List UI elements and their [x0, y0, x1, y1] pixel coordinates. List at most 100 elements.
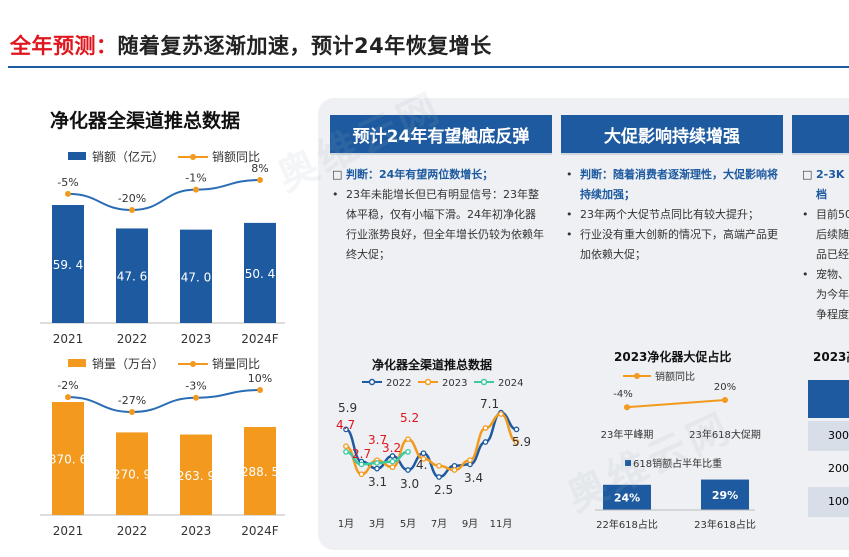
point-label: 3.0 — [400, 477, 419, 491]
column-header-2: 大促影响持续增强 — [561, 115, 783, 153]
line-2024-point — [405, 448, 411, 455]
line-2023-point — [482, 425, 489, 431]
page-title-accent: 全年预测： — [10, 34, 118, 58]
legend-label: 2022 — [386, 378, 411, 389]
yoy-point — [193, 186, 199, 193]
bullet-icon: • — [566, 228, 573, 241]
point-label: 3.4 — [464, 471, 483, 485]
bar-value-label: 47. 6 — [117, 270, 148, 284]
line-2022-point — [513, 426, 520, 433]
point-label: 4. — [416, 458, 427, 472]
legend-label-bar: 618销额占半年比重 — [633, 457, 722, 470]
x-tick-label: 2022 — [117, 332, 148, 346]
point-label: 3.2 — [382, 441, 401, 455]
line-value-label: -1% — [185, 172, 206, 185]
line-value-label: -27% — [118, 394, 146, 407]
point-label: 2.7 — [352, 447, 371, 461]
x-tick-label: 11月 — [490, 518, 513, 530]
x-tick-label: 7月 — [431, 518, 447, 530]
yoy-point — [129, 207, 135, 213]
column-1-judgement: 判断：24年有望两位数增长； — [346, 168, 494, 181]
x-tick-label: 2023 — [181, 524, 212, 538]
yoy-label: 20% — [714, 382, 736, 393]
bar — [244, 222, 276, 323]
bar — [244, 427, 276, 515]
bar-value-label: 270. 9 — [113, 468, 151, 482]
line-2023-point — [389, 464, 396, 471]
yoy-point — [257, 177, 263, 183]
legend-swatch-bar — [625, 460, 631, 466]
bullet-icon: • — [566, 208, 573, 221]
line-value-label: 8% — [251, 162, 268, 175]
bar — [180, 434, 212, 515]
line-2023-point — [498, 411, 504, 417]
point-label: 2.5 — [434, 483, 453, 497]
line-2023-point — [405, 436, 411, 443]
right-panel — [318, 98, 849, 550]
line-2023-point — [343, 443, 349, 450]
yoy-label: -4% — [613, 389, 632, 400]
x-tick-label: 23年618占比 — [694, 518, 756, 531]
line-2022-point — [374, 465, 380, 472]
line-2022-point — [436, 474, 442, 480]
bar — [52, 402, 84, 515]
line-2023-point — [436, 462, 442, 469]
bar-value-label: 29% — [712, 489, 738, 502]
yoy-line — [626, 399, 726, 409]
line-2022-point — [343, 426, 349, 433]
bar — [701, 479, 749, 510]
legend-marker-line — [634, 373, 640, 379]
x-tick-label: 5月 — [400, 518, 416, 530]
price-table-row: 300 — [808, 421, 849, 451]
column-header-3 — [792, 115, 849, 153]
x-tick-label: 3月 — [369, 518, 385, 530]
page-title: 全年预测：随着复苏逐渐加速，预计24年恢复增长 — [10, 30, 492, 60]
legend-marker — [480, 378, 488, 386]
point-label: 5.2 — [400, 411, 419, 425]
x-tick-label: 2024F — [241, 524, 279, 538]
promo-chart-title: 2023净化器大促占比 — [614, 350, 732, 364]
page-title-rest: 随着复苏逐渐加速，预计24年恢复增长 — [117, 34, 492, 58]
bullet-icon: • — [802, 208, 809, 221]
column-2-bullets: • 判断：随着消费者逐渐理性，大促影响将持续加强； • 23年两个大促节点同比有较大… — [566, 165, 780, 265]
bar-value-label: 47. 0 — [181, 270, 212, 284]
line-value-label: 10% — [248, 372, 272, 385]
table-title: 2023高 — [813, 350, 849, 364]
yoy-line — [67, 389, 261, 414]
bullet-icon: • — [566, 168, 573, 181]
line-2023-point — [467, 457, 473, 464]
yoy-point — [65, 190, 71, 197]
legend-marker — [368, 378, 376, 386]
x-tick-label: 2023 — [181, 332, 212, 346]
column-3-point-2: 宠物、为今年争程度 — [816, 268, 849, 321]
yoy-point — [65, 394, 71, 401]
line-2024-point — [358, 461, 365, 468]
column-1-bullets: □ 判断：24年有望两位数增长； • 23年未能增长但已有明显信号：23年整体平稳，… — [332, 165, 546, 265]
legend-label: 2023 — [442, 378, 467, 389]
legend-label: 2024 — [498, 378, 523, 389]
bar-value-label: 24% — [614, 491, 640, 504]
yoy-point — [624, 404, 630, 411]
legend-label-line: 销量同比 — [212, 357, 260, 371]
legend-swatch-bar — [68, 359, 86, 367]
yoy-point — [722, 397, 728, 403]
line-value-label: -2% — [57, 379, 78, 392]
yoy-point — [129, 409, 135, 415]
checkbox-icon: □ — [332, 168, 343, 181]
x-tick-label: 23年618大促期 — [689, 428, 761, 441]
line-2024-point — [374, 460, 380, 466]
bar-value-label: 288. 5 — [241, 465, 279, 479]
line-2024-point — [389, 458, 396, 465]
column-2-point-1: 23年两个大促节点同比有较大提升； — [580, 208, 759, 221]
bar — [116, 432, 148, 515]
column-3-point-1: 目前50后续随品已经 — [816, 208, 849, 261]
legend-label-line: 销额同比 — [212, 150, 260, 164]
legend-marker-line — [190, 361, 196, 367]
line-2023-point — [358, 471, 365, 478]
promo-share-chart: 销额同比 -4% 20% 23年平峰期 23年618大促期 618销额占半年比重 24% 22… — [595, 370, 761, 531]
yoy-point — [257, 387, 263, 393]
line-chart-title: 净化器全渠道推总数据 — [372, 358, 493, 372]
line-value-label: -20% — [118, 192, 146, 205]
legend-swatch-bar — [68, 152, 86, 160]
bar — [116, 228, 148, 323]
